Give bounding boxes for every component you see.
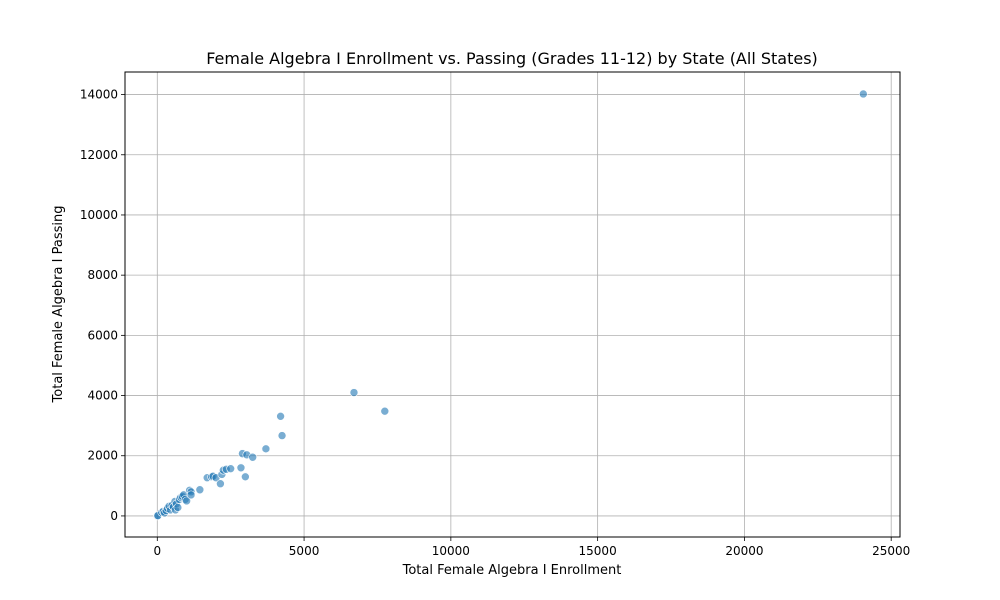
- x-tick-label: 0: [153, 544, 161, 558]
- data-point: [186, 490, 196, 500]
- chart-title: Female Algebra I Enrollment vs. Passing …: [206, 49, 818, 68]
- x-tick-label: 25000: [872, 544, 910, 558]
- x-tick-label: 15000: [579, 544, 617, 558]
- data-point: [248, 452, 257, 462]
- y-tick-label: 10000: [80, 208, 118, 222]
- data-point: [276, 412, 285, 421]
- y-axis-ticks: 0 2000 4000 6000 8000 10000 12000 14000: [80, 88, 125, 523]
- data-point: [349, 388, 359, 397]
- x-tick-label: 5000: [289, 544, 320, 558]
- data-point: [226, 464, 235, 473]
- data-point: [859, 89, 868, 99]
- data-point: [216, 479, 225, 489]
- data-point: [277, 431, 287, 440]
- y-tick-label: 8000: [87, 268, 118, 282]
- y-tick-label: 14000: [80, 88, 118, 102]
- data-point: [241, 472, 250, 482]
- y-axis-label: Total Female Algebra I Passing: [51, 206, 66, 404]
- y-tick-label: 6000: [87, 328, 118, 342]
- y-tick-label: 4000: [87, 389, 118, 403]
- data-point: [195, 485, 205, 495]
- data-point: [182, 496, 191, 506]
- data-point: [173, 503, 183, 512]
- y-tick-label: 2000: [87, 449, 118, 463]
- x-axis-label: Total Female Algebra I Enrollment: [402, 563, 622, 578]
- data-point: [236, 463, 246, 473]
- data-points: [152, 89, 868, 521]
- x-axis-ticks: 0 5000 10000 15000 20000 25000: [153, 537, 910, 558]
- y-tick-label: 12000: [80, 148, 118, 162]
- plot-frame: [124, 71, 901, 538]
- x-tick-label: 20000: [725, 544, 763, 558]
- grid-lines: [125, 72, 900, 537]
- data-point: [380, 406, 390, 416]
- data-point: [261, 444, 271, 454]
- y-tick-label: 0: [110, 509, 118, 523]
- x-tick-label: 10000: [432, 544, 470, 558]
